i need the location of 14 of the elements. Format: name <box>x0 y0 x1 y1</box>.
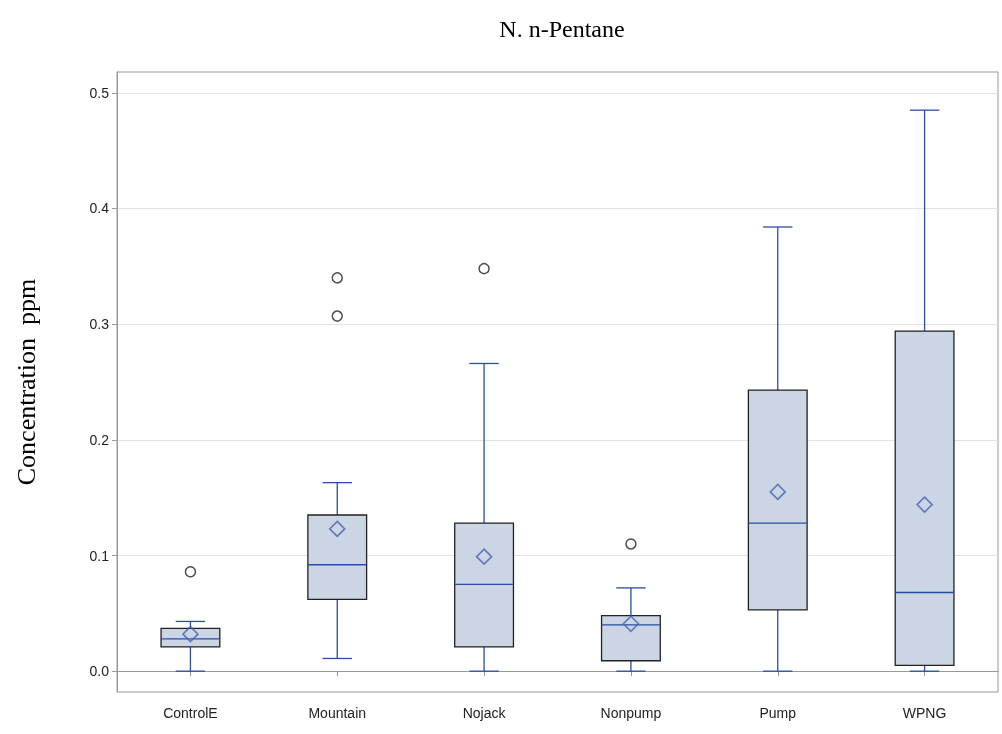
y-tick-label: 0.1 <box>89 547 110 564</box>
y-tick-label: 0.3 <box>89 316 110 333</box>
y-axis-title: Concentration ppm <box>11 278 41 486</box>
x-tick-label: Mountain <box>308 705 367 721</box>
x-tick-label: ControlE <box>163 705 218 721</box>
x-tick-label: Nonpump <box>600 705 662 721</box>
y-tick-label: 0.5 <box>89 84 110 101</box>
y-tick-label: 0.4 <box>89 200 110 217</box>
x-tick-label: Pump <box>759 705 797 721</box>
y-tick-label: 0.0 <box>89 663 110 680</box>
x-tick-label: WPNG <box>902 705 947 721</box>
chart-title: N. n-Pentane <box>499 16 625 42</box>
x-tick-label: Nojack <box>462 705 507 721</box>
y-tick-label: 0.2 <box>89 431 110 448</box>
